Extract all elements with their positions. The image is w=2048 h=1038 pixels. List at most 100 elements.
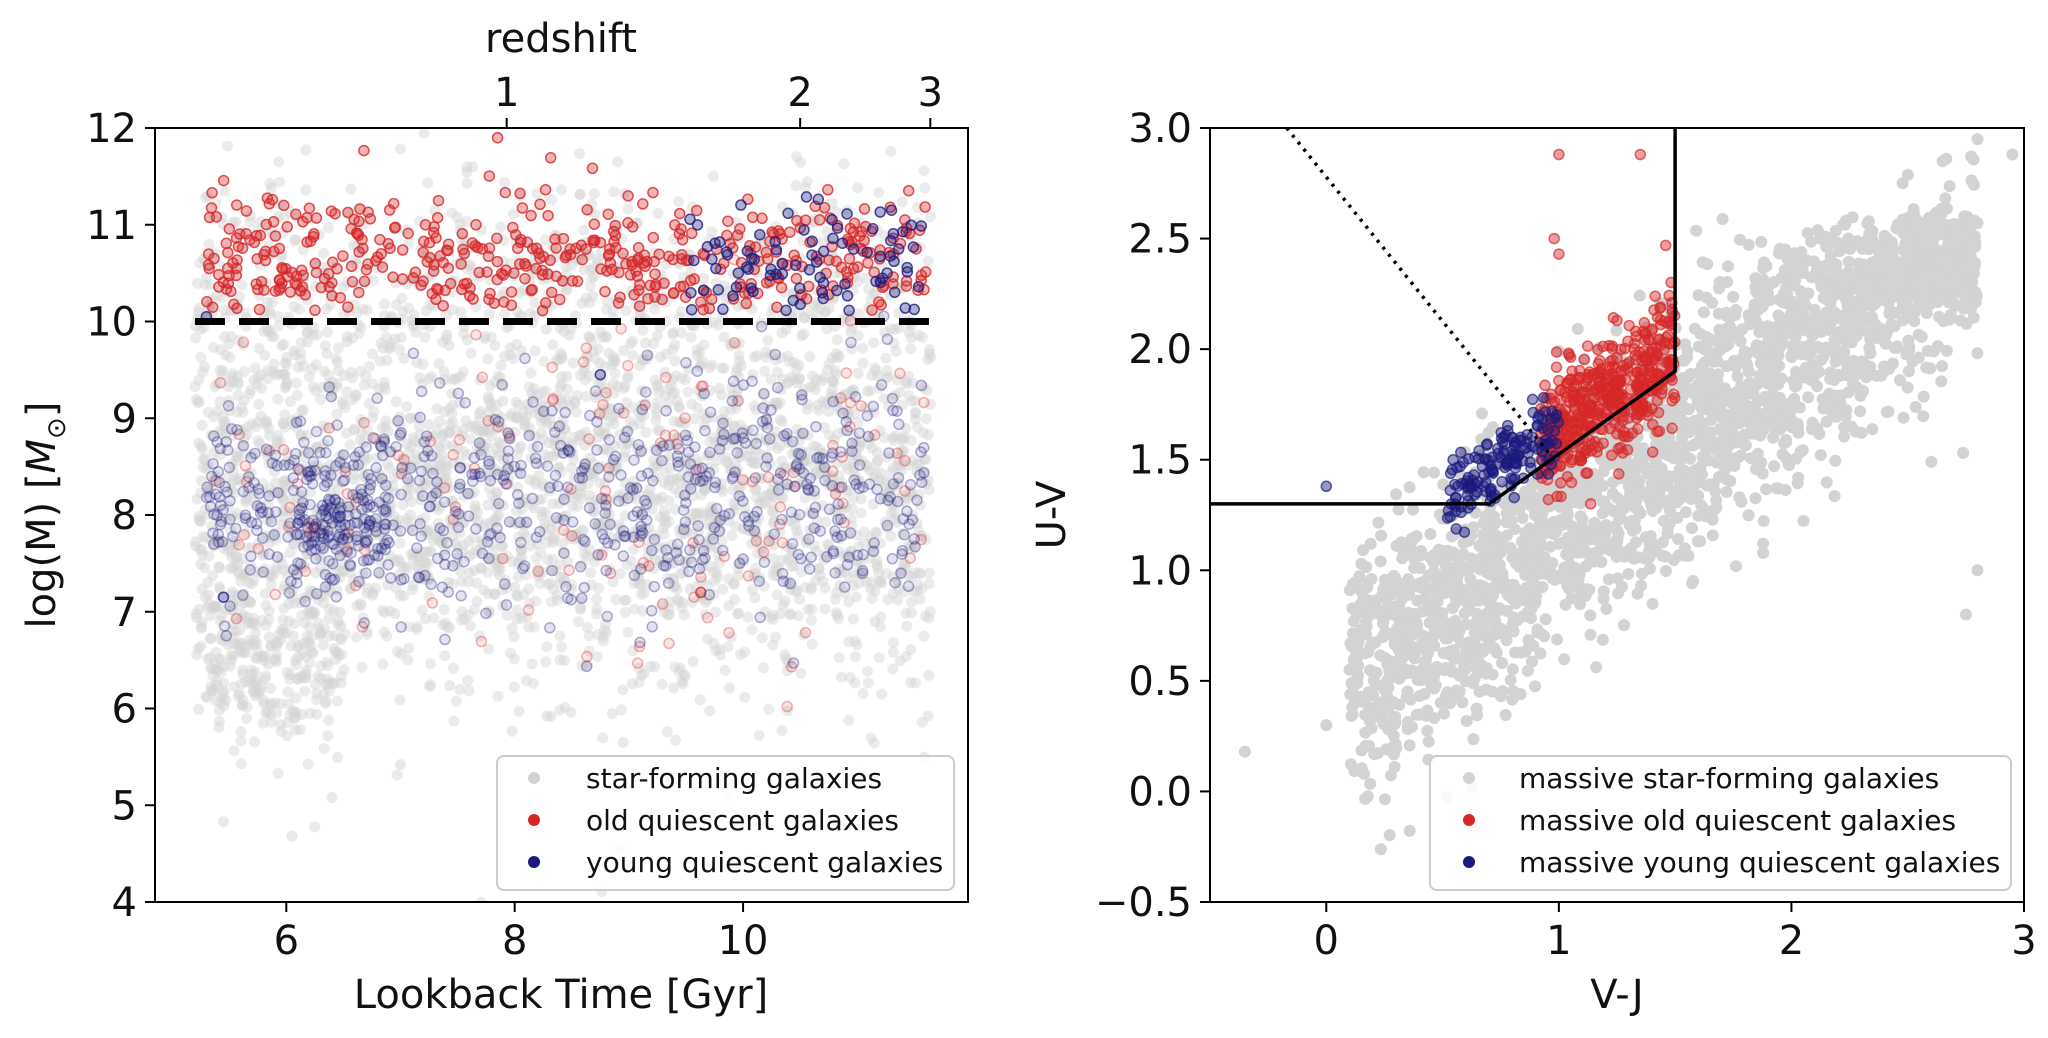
old-quiescent-point: [349, 214, 359, 224]
young-quiescent-point: [887, 554, 897, 564]
star-forming-point: [398, 353, 409, 364]
star-forming-point: [851, 592, 862, 603]
star-forming-point: [391, 396, 402, 407]
star-forming-point: [385, 606, 396, 617]
old-quiescent-point: [398, 245, 408, 255]
star-forming-point: [848, 614, 859, 625]
young-quiescent-point: [811, 422, 821, 432]
star-forming-point: [264, 605, 275, 616]
old-quiescent-point: [842, 267, 852, 277]
young-quiescent-point: [338, 535, 348, 545]
young-quiescent-point: [738, 380, 748, 390]
massive-star-forming-point: [1689, 323, 1701, 335]
young-quiescent-point: [849, 475, 859, 485]
star-forming-point: [319, 366, 330, 377]
star-forming-point: [444, 680, 455, 691]
star-forming-point: [649, 661, 660, 672]
young-quiescent-point: [368, 433, 378, 443]
star-forming-point: [906, 396, 917, 407]
star-forming-point: [627, 678, 638, 689]
star-forming-point: [193, 704, 204, 715]
legend-label-young-quiescent: young quiescent galaxies: [586, 846, 943, 879]
star-forming-point: [320, 340, 331, 351]
star-forming-point: [299, 686, 310, 697]
star-forming-point: [301, 185, 312, 196]
young-quiescent-point: [602, 612, 612, 622]
legend-marker-young-quiescent: [528, 856, 540, 868]
old-quiescent-point: [845, 224, 855, 234]
star-forming-point: [264, 632, 275, 643]
left-y-tick-label: 12: [86, 106, 137, 152]
star-forming-point: [248, 639, 259, 650]
young-quiescent-point: [224, 463, 234, 473]
old-quiescent-point: [744, 571, 754, 581]
star-forming-point: [540, 507, 551, 518]
star-forming-point: [192, 397, 203, 408]
young-quiescent-point: [374, 568, 384, 578]
star-forming-point: [872, 455, 883, 466]
old-quiescent-point: [223, 248, 233, 258]
star-forming-point: [743, 612, 754, 623]
star-forming-point: [869, 362, 880, 373]
star-forming-point: [694, 347, 705, 358]
young-quiescent-point: [239, 441, 249, 451]
star-forming-point: [612, 156, 623, 167]
young-quiescent-point: [812, 453, 822, 463]
star-forming-point: [406, 496, 417, 507]
star-forming-point: [242, 702, 253, 713]
young-quiescent-point: [428, 469, 438, 479]
star-forming-point: [253, 372, 264, 383]
star-forming-point: [670, 735, 681, 746]
star-forming-point: [276, 624, 287, 635]
star-forming-point: [193, 643, 204, 654]
young-quiescent-point: [312, 427, 322, 437]
young-quiescent-point: [415, 412, 425, 422]
young-quiescent-point: [396, 575, 406, 585]
old-quiescent-point: [623, 361, 633, 371]
old-quiescent-point: [546, 153, 556, 163]
old-quiescent-point: [205, 212, 215, 222]
star-forming-point: [796, 330, 807, 341]
young-quiescent-point: [759, 557, 769, 567]
young-quiescent-point: [838, 408, 848, 418]
young-quiescent-point: [700, 426, 710, 436]
young-quiescent-point: [208, 528, 218, 538]
young-quiescent-point: [628, 485, 638, 495]
star-forming-point: [384, 463, 395, 474]
old-quiescent-point: [270, 590, 280, 600]
young-quiescent-point: [343, 511, 353, 521]
star-forming-point: [918, 631, 929, 642]
star-forming-point: [921, 413, 932, 424]
young-quiescent-point: [906, 480, 916, 490]
young-quiescent-point: [649, 535, 659, 545]
old-quiescent-point: [492, 275, 502, 285]
star-forming-point: [622, 373, 633, 384]
old-quiescent-point: [584, 434, 594, 444]
young-quiescent-point: [484, 459, 494, 469]
left-y-tick-label: 9: [112, 396, 137, 442]
left-y-tick-label: 8: [112, 493, 137, 539]
young-quiescent-point: [704, 468, 714, 478]
old-quiescent-point: [297, 265, 307, 275]
star-forming-point: [291, 378, 302, 389]
young-quiescent-point: [777, 269, 787, 279]
star-forming-point: [201, 692, 212, 703]
old-quiescent-point: [443, 263, 453, 273]
young-quiescent-point: [894, 244, 904, 254]
star-forming-point: [319, 743, 330, 754]
young-quiescent-point: [894, 419, 904, 429]
star-forming-point: [398, 590, 409, 601]
star-forming-point: [214, 581, 225, 592]
young-quiescent-point: [837, 482, 847, 492]
star-forming-point: [680, 671, 691, 682]
old-quiescent-point: [633, 658, 643, 668]
star-forming-point: [403, 643, 414, 654]
young-quiescent-point: [837, 238, 847, 248]
star-forming-point: [360, 371, 371, 382]
star-forming-point: [396, 293, 407, 304]
star-forming-point: [548, 451, 559, 462]
young-quiescent-point: [702, 242, 712, 252]
young-quiescent-point: [431, 488, 441, 498]
star-forming-point: [236, 678, 247, 689]
young-quiescent-point: [830, 526, 840, 536]
